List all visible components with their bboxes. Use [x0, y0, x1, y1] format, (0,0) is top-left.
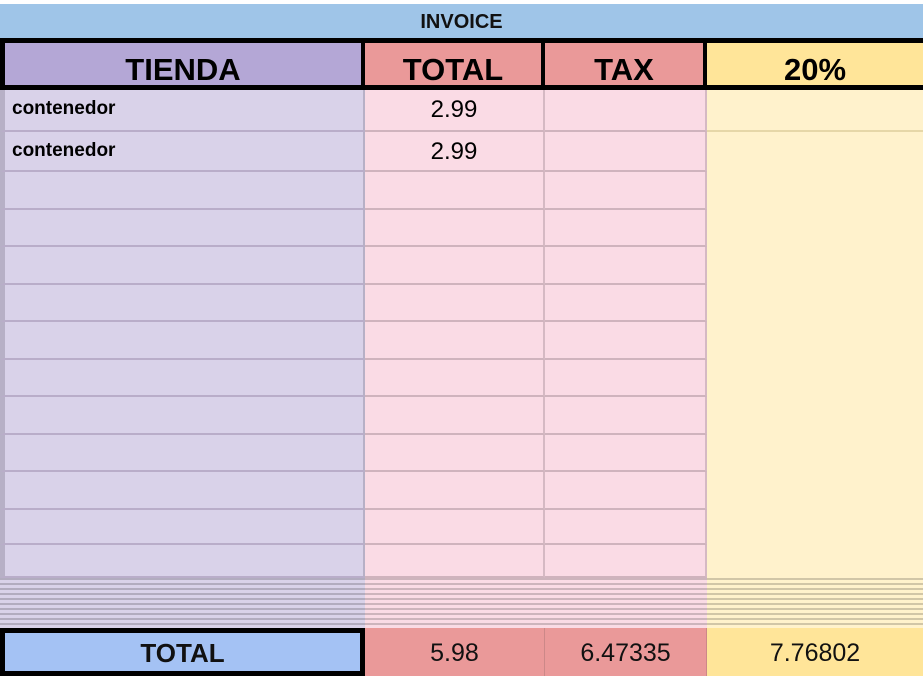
total-cell[interactable] [365, 397, 545, 435]
tienda-cell[interactable] [0, 510, 365, 545]
tax-cell[interactable] [545, 90, 707, 132]
tax-sum[interactable]: 6.47335 [545, 628, 707, 676]
hidden-rows [0, 578, 365, 628]
tax-cell[interactable] [545, 435, 707, 472]
tienda-cell[interactable]: contenedor [0, 132, 365, 172]
total-cell[interactable] [365, 210, 545, 247]
total-cell[interactable] [365, 285, 545, 322]
percent-column [707, 90, 923, 578]
header-tienda[interactable]: TIENDA [0, 38, 365, 90]
tax-cell[interactable] [545, 545, 707, 578]
hidden-rows [365, 578, 545, 628]
tienda-cell[interactable] [0, 435, 365, 472]
tienda-cell[interactable] [0, 472, 365, 510]
tax-cell[interactable] [545, 510, 707, 545]
total-cell[interactable]: 2.99 [365, 90, 545, 132]
total-cell[interactable] [365, 360, 545, 397]
tienda-cell[interactable] [0, 322, 365, 360]
hidden-rows [707, 578, 923, 628]
total-cell[interactable] [365, 172, 545, 210]
hidden-rows [545, 578, 707, 628]
top-strip [0, 0, 923, 4]
total-sum[interactable]: 5.98 [365, 628, 545, 676]
total-cell[interactable] [365, 472, 545, 510]
total-cell[interactable] [365, 435, 545, 472]
total-cell[interactable] [365, 510, 545, 545]
tienda-cell[interactable] [0, 172, 365, 210]
tax-cell[interactable] [545, 132, 707, 172]
tax-cell[interactable] [545, 247, 707, 285]
tienda-cell[interactable] [0, 545, 365, 578]
tax-cell[interactable] [545, 285, 707, 322]
percent-sum[interactable]: 7.76802 [707, 628, 923, 676]
header-total[interactable]: TOTAL [365, 38, 545, 90]
tienda-cell[interactable] [0, 397, 365, 435]
invoice-title[interactable]: INVOICE [0, 4, 923, 38]
tax-cell[interactable] [545, 360, 707, 397]
total-cell[interactable]: 2.99 [365, 132, 545, 172]
tienda-cell[interactable]: contenedor [0, 90, 365, 132]
total-cell[interactable] [365, 545, 545, 578]
tienda-cell[interactable] [0, 247, 365, 285]
tax-cell[interactable] [545, 322, 707, 360]
tienda-cell[interactable] [0, 360, 365, 397]
total-cell[interactable] [365, 322, 545, 360]
total-column: 2.99 2.99 [365, 90, 545, 578]
tienda-column: contenedor contenedor [0, 90, 365, 578]
tienda-cell[interactable] [0, 210, 365, 247]
tax-column [545, 90, 707, 578]
tax-cell[interactable] [545, 172, 707, 210]
header-tax[interactable]: TAX [545, 38, 707, 90]
tax-cell[interactable] [545, 210, 707, 247]
tax-cell[interactable] [545, 397, 707, 435]
header-percent[interactable]: 20% [707, 38, 923, 90]
percent-cell[interactable] [707, 90, 923, 132]
tienda-cell[interactable] [0, 285, 365, 322]
total-cell[interactable] [365, 247, 545, 285]
tax-cell[interactable] [545, 472, 707, 510]
total-label[interactable]: TOTAL [0, 628, 365, 676]
